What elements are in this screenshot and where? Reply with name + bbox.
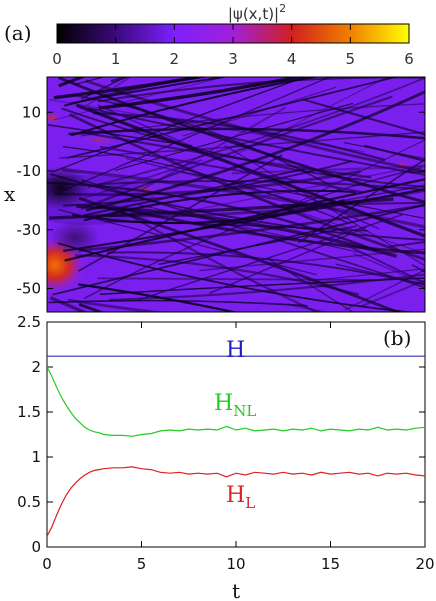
series-label-H-NL-sub: NL — [233, 402, 256, 420]
colorbar-label-exp: 2 — [279, 2, 286, 15]
series-label-H-L: HL — [226, 483, 255, 512]
series-label-H: H — [226, 338, 245, 363]
heatmap-y-tick-label: 10 — [22, 103, 41, 121]
colorbar-tick-label: 4 — [287, 50, 297, 68]
heatmap-y-ticks: 10 -10 -30 -50 — [17, 103, 425, 298]
line-panel: 00.511.522.50 5 10 15 20 (b) t H HNL HL — [17, 313, 434, 601]
line-y-tick-label: 2 — [31, 358, 41, 376]
colorbar-tick-label: 6 — [404, 50, 414, 68]
line-y-tick-label: 1 — [31, 448, 41, 466]
series-label-H-L-sub: L — [245, 494, 255, 512]
heatmap-y-axis-label: x — [4, 182, 16, 206]
heatmap-panel: 10 -10 -30 -50 x — [4, 76, 426, 313]
colorbar-tick-label: 0 — [52, 50, 62, 68]
colorbar-label: |ψ(x,t)|2 — [228, 2, 286, 23]
line-axis-ticks: 0 0.5 1 1.5 2 2.5 0 5 10 15 20 — [17, 313, 434, 573]
line-y-tick-label: 1.5 — [17, 403, 41, 421]
line-y-tick-label: 2.5 — [17, 313, 41, 331]
line-x-tick-label: 5 — [137, 555, 147, 573]
series-label-H-NL: HNL — [214, 391, 256, 420]
line-x-tick-label: 0 — [42, 555, 52, 573]
line-y-tick-label: 0.5 — [17, 493, 41, 511]
colorbar-label-base: |ψ(x,t)| — [228, 5, 279, 23]
line-y-tick-label: 0 — [31, 538, 41, 556]
heatmap-y-tick-label: -50 — [17, 280, 42, 298]
series-label-H-L-base: H — [226, 483, 245, 508]
heatmap-frame — [46, 76, 426, 313]
series-line-H-NL — [47, 366, 425, 437]
colorbar-tick-label: 5 — [346, 50, 356, 68]
heatmap-y-tick-label: -30 — [17, 221, 42, 239]
colorbar-ticks: 0 1 2 3 4 5 6 — [52, 24, 414, 68]
colorbar-tick-label: 2 — [170, 50, 180, 68]
line-x-tick-label: 15 — [321, 555, 340, 573]
series-label-H-NL-base: H — [214, 391, 233, 416]
colorbar-tick-label: 1 — [111, 50, 121, 68]
colorbar-tick-label: 3 — [228, 50, 238, 68]
heatmap-y-tick-label: -10 — [17, 162, 42, 180]
series-line-H-L — [47, 466, 425, 537]
line-x-axis-label: t — [232, 579, 240, 601]
heatmap-trails — [47, 77, 425, 312]
heatmap-image — [47, 77, 425, 312]
panel-label-a: (a) — [4, 21, 32, 45]
line-x-tick-label: 20 — [415, 555, 434, 573]
panel-label-b: (b) — [383, 326, 411, 350]
line-x-tick-label: 10 — [226, 555, 245, 573]
